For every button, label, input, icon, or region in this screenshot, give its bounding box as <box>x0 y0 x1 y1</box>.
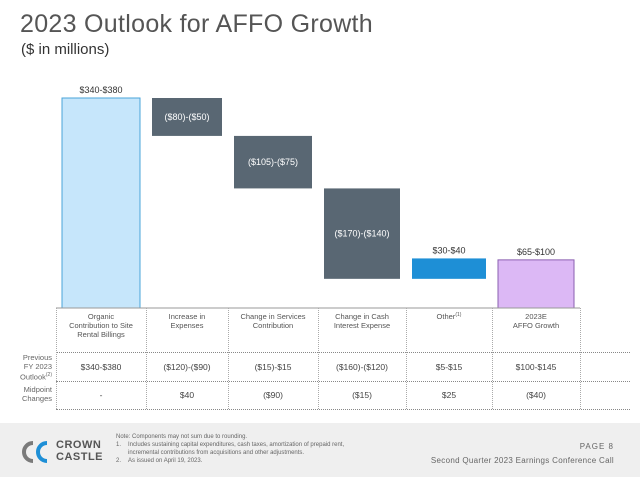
table-cell: $5-$15 <box>435 362 463 372</box>
category-label-4: Other(1) <box>437 312 462 321</box>
table-cell: ($40) <box>526 390 546 400</box>
category-label-3: Interest Expense <box>334 321 390 330</box>
footnote-2: 2. As issued on April 19, 2023. <box>116 458 203 464</box>
logo-line-2: CASTLE <box>56 451 103 463</box>
bar-1 <box>152 98 222 136</box>
column-divider <box>492 308 493 409</box>
table-bottom-rule <box>56 409 630 410</box>
data-label-3: ($170)-($140) <box>334 229 389 239</box>
footnote-1-cont: incremental contributions from acquisiti… <box>128 450 305 456</box>
category-label-0: Rental Billings <box>77 330 125 339</box>
category-label-3: Change in Cash <box>335 312 389 321</box>
table-cell: ($15)-$15 <box>254 362 292 372</box>
bar-5 <box>497 259 575 309</box>
footer: CROWN CASTLE Note: Components may not su… <box>0 423 640 477</box>
table-cell: ($15) <box>352 390 372 400</box>
table-mid-rule <box>56 381 630 382</box>
table-cell: $100-$145 <box>515 362 557 372</box>
table-cell: $340-$380 <box>80 362 122 372</box>
note-rounding: Note: Components may not sum due to roun… <box>116 434 248 440</box>
data-label-4: $30-$40 <box>432 245 465 255</box>
column-divider <box>406 308 407 409</box>
page-subtitle: ($ in millions) <box>21 41 110 58</box>
data-label-5: $65-$100 <box>517 247 555 257</box>
category-label-1: Expenses <box>171 321 204 330</box>
bar-3 <box>324 188 400 279</box>
table-cell: $25 <box>441 390 457 400</box>
footnote-1: 1. Includes sustaining capital expenditur… <box>116 442 345 448</box>
data-label-2: ($105)-($75) <box>248 157 298 167</box>
table-cell: ($90) <box>263 390 283 400</box>
row-label-midpoint-changes: Midpoint Changes <box>21 385 52 403</box>
category-label-2: Contribution <box>253 321 293 330</box>
category-label-5: 2023E <box>525 312 547 321</box>
column-divider <box>318 308 319 409</box>
table-cell: - <box>99 390 103 400</box>
data-label-1: ($80)-($50) <box>164 112 209 122</box>
bar-0 <box>61 97 141 309</box>
row-label-previous-outlook: Previous FY 2023 Outlook(2) <box>20 353 52 382</box>
page-number: PAGE 8 <box>579 442 614 451</box>
column-divider <box>56 308 57 409</box>
page-title: 2023 Outlook for AFFO Growth <box>20 10 373 38</box>
bar-4 <box>412 258 486 279</box>
category-label-0: Contribution to Site <box>69 321 133 330</box>
category-label-1: Increase in <box>169 312 206 321</box>
crown-castle-logo-icon <box>22 441 48 463</box>
bar-2 <box>234 135 312 189</box>
table-cell: $40 <box>179 390 195 400</box>
footnotes: Note: Components may not sum due to roun… <box>116 433 344 465</box>
table-cell: ($120)-($90) <box>163 362 211 372</box>
category-label-2: Change in Services <box>240 312 305 321</box>
column-divider <box>580 308 581 409</box>
data-label-0: $340-$380 <box>79 85 122 95</box>
footnote-marker: (1) <box>455 312 461 318</box>
category-label-5: AFFO Growth <box>513 321 559 330</box>
event-name: Second Quarter 2023 Earnings Conference … <box>430 456 614 465</box>
logo-wordmark: CROWN CASTLE <box>56 439 103 463</box>
column-divider <box>146 308 147 409</box>
column-divider <box>228 308 229 409</box>
table-cell: ($160)-($120) <box>336 362 388 372</box>
logo-line-1: CROWN <box>56 439 102 451</box>
category-label-0: Organic <box>88 312 115 321</box>
table-top-rule <box>56 352 630 353</box>
